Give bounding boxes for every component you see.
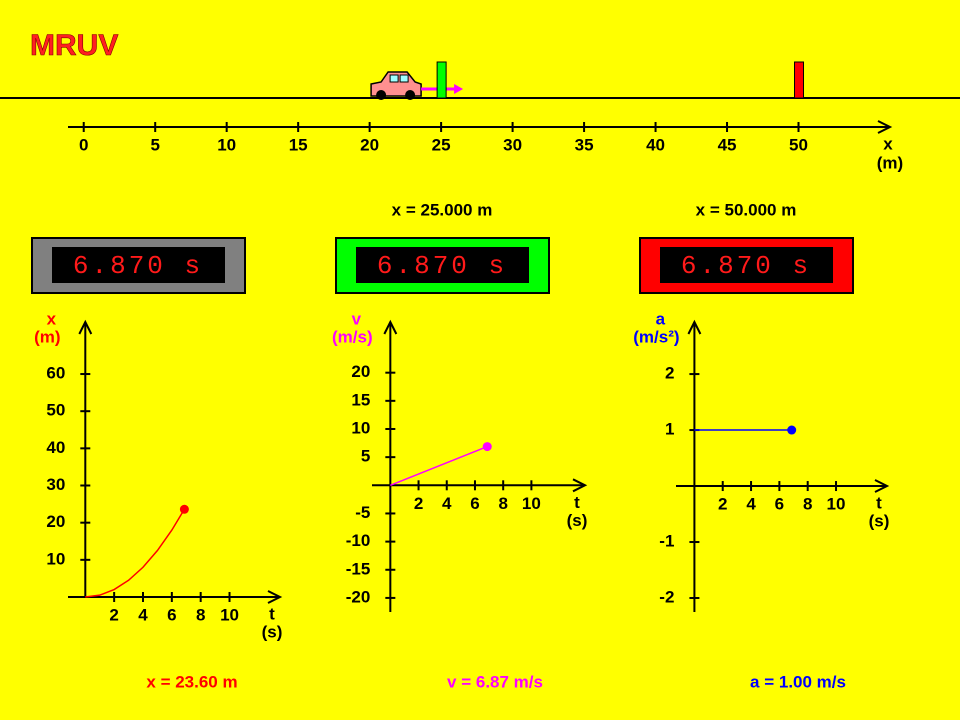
car-window [389, 74, 399, 83]
x-tick-label: 2 [414, 494, 423, 513]
current-point [482, 442, 492, 452]
x-tick-label: 6 [470, 494, 479, 513]
x-tick-label: 6 [775, 495, 784, 514]
readout: v = 6.87 m/s [447, 672, 543, 691]
y-axis-unit: (m/s) [332, 327, 373, 346]
x-tick-label: 10 [827, 495, 846, 514]
tick-label: 10 [217, 135, 236, 154]
x-tick-label: 8 [498, 494, 507, 513]
timer-reading: 6.870 s [73, 251, 203, 281]
x-axis-label: t [876, 494, 882, 513]
velocity-arrowhead [454, 84, 464, 94]
x-tick-label: 4 [138, 605, 148, 624]
position-marker [436, 61, 447, 99]
timer-reading: 6.870 s [377, 251, 507, 281]
wheel [405, 90, 416, 100]
y-tick-label: 15 [351, 390, 370, 409]
x-tick-label: 10 [220, 605, 239, 624]
current-point [787, 425, 797, 435]
tick-label: 0 [79, 135, 88, 154]
marker-label: x = 25.000 m [392, 200, 493, 219]
x-axis-unit: (s) [567, 511, 588, 530]
tick-label: 35 [575, 135, 594, 154]
x-tick-label: 10 [522, 494, 541, 513]
data-line [390, 445, 488, 486]
current-point [179, 504, 189, 514]
car-window [399, 74, 409, 83]
x-tick-label: 8 [196, 605, 205, 624]
readout: a = 1.00 m/s [750, 672, 846, 691]
position-marker [794, 61, 805, 99]
y-tick-label: 20 [351, 362, 370, 381]
tick-label: 20 [360, 135, 379, 154]
y-tick-label: -15 [346, 559, 371, 578]
y-tick-label: 10 [351, 418, 370, 437]
y-tick-label: 1 [665, 420, 674, 439]
app-title: MRUV [30, 29, 118, 62]
y-axis-label: v [352, 309, 362, 328]
timer-screen [52, 247, 225, 283]
y-axis-unit: (m) [34, 327, 60, 346]
y-axis-label: a [656, 309, 666, 328]
y-tick-label: 10 [46, 549, 65, 568]
axis-arrow [78, 319, 93, 335]
tick-label: 30 [503, 135, 522, 154]
tick-label: 5 [150, 135, 159, 154]
x-tick-label: 4 [746, 495, 756, 514]
tick-label: 40 [646, 135, 665, 154]
axis-arrow [267, 590, 283, 604]
x-tick-label: 6 [167, 605, 176, 624]
data-line [85, 508, 186, 598]
x-tick-label: 2 [718, 495, 727, 514]
axis-arrow [687, 319, 702, 335]
y-tick-label: -2 [659, 587, 674, 606]
y-axis-label: x [47, 309, 57, 328]
car-body [370, 71, 422, 97]
marker-label: x = 50.000 m [696, 200, 797, 219]
y-tick-label: 30 [46, 475, 65, 494]
timer-screen [660, 247, 833, 283]
tick-label: 50 [789, 135, 808, 154]
wheel [376, 90, 387, 100]
y-tick-label: -20 [346, 587, 371, 606]
axis-unit: (m) [877, 153, 903, 172]
y-tick-label: 50 [46, 401, 65, 420]
axis-arrow [383, 319, 398, 335]
tick-label: 15 [289, 135, 308, 154]
timer-reading: 6.870 s [681, 251, 811, 281]
y-tick-label: 60 [46, 364, 65, 383]
axis-arrow [874, 479, 890, 493]
y-tick-label: -1 [659, 532, 674, 551]
x-tick-label: 2 [109, 605, 118, 624]
x-axis-unit: (s) [262, 622, 283, 641]
axis-arrow [572, 478, 588, 493]
tick-label: 45 [718, 135, 737, 154]
y-tick-label: 5 [361, 447, 370, 466]
timer-screen [356, 247, 529, 283]
y-tick-label: -10 [346, 531, 371, 550]
y-tick-label: -5 [355, 503, 370, 522]
x-axis-label: t [269, 604, 275, 623]
tick-label: 25 [432, 135, 451, 154]
axis-label: x [883, 134, 893, 153]
x-axis-label: t [574, 493, 580, 512]
car [370, 71, 422, 100]
x-tick-label: 8 [803, 495, 812, 514]
x-tick-label: 4 [442, 494, 452, 513]
axis-arrow [877, 120, 893, 134]
y-tick-label: 40 [46, 438, 65, 457]
readout: x = 23.60 m [146, 672, 237, 691]
y-tick-label: 2 [665, 364, 674, 383]
x-axis-unit: (s) [869, 512, 890, 531]
y-tick-label: 20 [46, 512, 65, 531]
y-axis-unit: (m/s²) [633, 327, 679, 346]
